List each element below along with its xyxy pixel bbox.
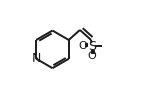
Text: S: S [88, 40, 96, 53]
Text: O: O [87, 51, 96, 61]
Text: N: N [31, 52, 41, 65]
Text: O: O [79, 41, 87, 51]
